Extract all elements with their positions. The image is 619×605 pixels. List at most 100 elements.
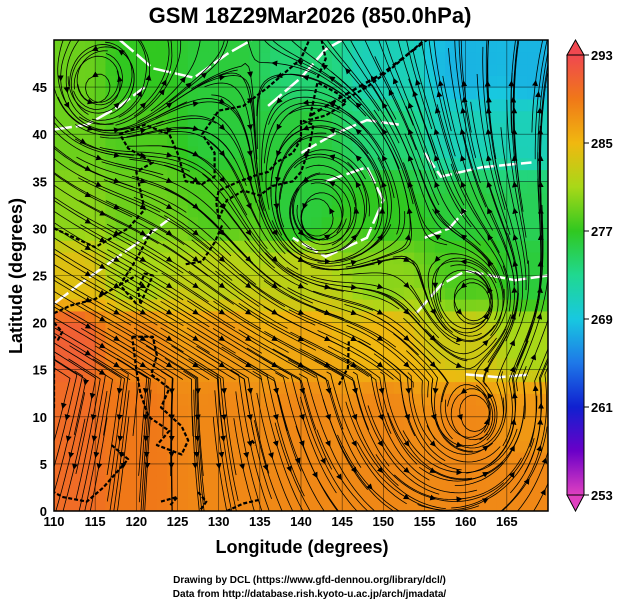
temperature-cell: [434, 440, 446, 453]
temperature-cell: [177, 487, 189, 500]
temperature-cell: [465, 228, 477, 241]
temperature-cell: [259, 440, 271, 453]
temperature-cell: [465, 181, 477, 194]
temperature-cell: [362, 263, 374, 277]
temperature-cell: [373, 475, 384, 489]
temperature-cell: [517, 122, 529, 135]
temperature-cell: [321, 475, 333, 489]
temperature-cell: [239, 181, 251, 194]
temperature-cell: [105, 393, 117, 406]
temperature-cell: [280, 122, 292, 135]
temperature-cell: [249, 228, 261, 241]
wind-arrowhead: [139, 229, 147, 236]
temperature-cell: [136, 369, 148, 383]
temperature-cell: [352, 334, 364, 347]
temperature-cell: [146, 110, 158, 124]
coastline: [54, 444, 130, 503]
wind-arrowhead: [165, 282, 173, 289]
temperature-cell: [74, 98, 86, 112]
temperature-cell: [280, 369, 292, 383]
temperature-cell: [177, 263, 189, 277]
temperature-cell: [177, 381, 189, 394]
x-tick-label: 155: [414, 514, 436, 529]
temperature-cell: [156, 475, 168, 489]
temperature-cell: [198, 134, 209, 147]
wind-arrowhead: [434, 181, 440, 188]
temperature-cell: [496, 51, 508, 65]
x-axis-label: Longitude (degrees): [215, 537, 388, 557]
temperature-cell: [136, 110, 148, 124]
temperature-cell: [198, 181, 209, 194]
temperature-cell: [95, 240, 107, 253]
temperature-cell: [270, 393, 282, 406]
temperature-cell: [403, 134, 415, 147]
temperature-cell: [475, 228, 487, 241]
temperature-cell: [249, 440, 261, 453]
wind-arrowhead: [161, 79, 167, 87]
temperature-cell: [506, 346, 518, 359]
temperature-cell: [54, 98, 65, 112]
temperature-cell: [290, 393, 302, 406]
temperature-cell: [74, 240, 86, 253]
temperature-cell: [167, 63, 179, 76]
temperature-cell: [259, 98, 271, 112]
temperature-cell: [445, 98, 456, 112]
wind-arrowhead: [350, 335, 358, 341]
temperature-cell: [373, 381, 384, 394]
wind-arrowhead: [403, 466, 410, 474]
temperature-cell: [64, 416, 76, 430]
temperature-cell: [95, 369, 107, 383]
temperature-cell: [342, 75, 354, 88]
wind-arrowhead: [83, 379, 90, 386]
temperature-cell: [486, 346, 498, 359]
temperature-cell: [177, 299, 189, 312]
temperature-cell: [445, 416, 456, 430]
temperature-cell: [445, 310, 456, 324]
wind-arrowhead: [370, 75, 377, 83]
temperature-cell: [383, 169, 395, 182]
temperature-cell: [383, 463, 395, 477]
temperature-cell: [290, 204, 302, 218]
temperature-cell: [115, 240, 127, 253]
temperature-cell: [105, 51, 117, 65]
temperature-cell: [218, 110, 230, 124]
temperature-cell: [321, 322, 333, 335]
temperature-cell: [465, 357, 477, 371]
temperature-cell: [486, 51, 498, 65]
temperature-cell: [54, 334, 65, 347]
temperature-cell: [280, 334, 292, 347]
temperature-cell: [115, 110, 127, 124]
temperature-cell: [249, 381, 261, 394]
temperature-cell: [311, 181, 323, 194]
temperature-cell: [290, 169, 302, 182]
temperature-cell: [414, 228, 426, 241]
temperature-cell: [228, 452, 240, 465]
temperature-cell: [290, 463, 302, 477]
temperature-cell: [146, 475, 158, 489]
temperature-cell: [239, 251, 251, 265]
wind-arrowhead: [192, 150, 199, 157]
temperature-cell: [146, 51, 158, 65]
temperature-cell: [198, 287, 209, 300]
temperature-cell: [156, 299, 168, 312]
wind-arrowhead: [139, 361, 147, 368]
temperature-cell: [167, 193, 179, 206]
temperature-cell: [465, 134, 477, 147]
wind-arrowhead: [460, 387, 468, 394]
temperature-cell: [167, 322, 179, 335]
wind-arrowhead: [218, 98, 226, 104]
wind-arrowhead: [403, 308, 410, 315]
temperature-cell: [465, 63, 477, 76]
temperature-cell: [270, 145, 282, 159]
temperature-cell: [301, 87, 312, 100]
temperature-cell: [362, 475, 374, 489]
wind-arrowhead: [328, 181, 336, 187]
temperature-cell: [301, 193, 312, 206]
temperature-cell: [239, 263, 251, 277]
temperature-cell: [126, 145, 137, 159]
temperature-cell: [393, 181, 405, 194]
temperature-cell: [115, 369, 127, 383]
temperature-cell: [228, 275, 240, 288]
x-tick-label: 125: [167, 514, 189, 529]
temperature-cell: [208, 393, 220, 406]
